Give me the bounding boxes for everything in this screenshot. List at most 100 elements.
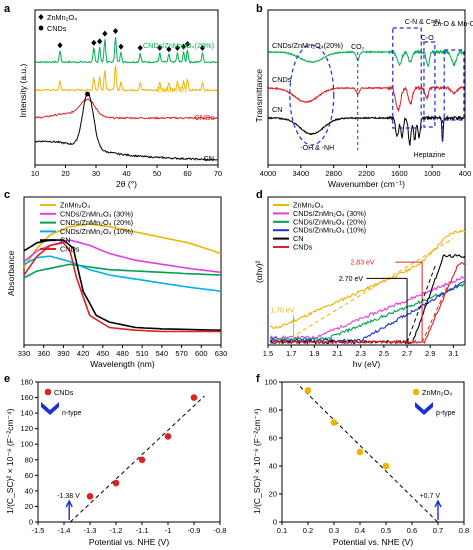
legend-label: CNDs: [54, 388, 74, 397]
series-label-composite: CNDs/ZnMn₂O₄(20%): [143, 41, 214, 50]
annotation-heptazine: Heptazine: [414, 152, 446, 159]
intercept-label: -1.38 V: [57, 493, 80, 500]
panel-label-b: b: [256, 3, 263, 15]
type-badge-label: n-type: [62, 410, 82, 417]
panel-label-c: c: [4, 189, 10, 201]
y-axis-label: Intensity (a.u.): [18, 63, 28, 117]
series-label-znmn2o4: ZnMn₂O₄: [157, 85, 187, 94]
data-point: [86, 493, 94, 500]
ftir-line-2: [268, 114, 465, 147]
x-tick-label: -0.8: [214, 526, 227, 535]
x-tick-label: 3.1: [448, 349, 458, 358]
legend-label-1: CNDs/ZnMn₂O₄ (30%): [293, 209, 366, 218]
legend-label-5: CNDs: [60, 245, 80, 254]
x-tick-label: 390: [57, 349, 70, 358]
xrd-peak-marker-znmn2o4: [118, 43, 124, 50]
legend-label-0: ZnMn₂O₄: [60, 201, 90, 210]
x-tick-label: 1.9: [309, 349, 319, 358]
x-tick-label: 510: [136, 349, 149, 358]
annotation-co2: CO₂: [351, 44, 365, 51]
tangent-cnds: [421, 285, 449, 343]
region-zn-o: [443, 49, 465, 121]
data-point: [304, 387, 312, 394]
xrd-line-znmno: [35, 65, 218, 92]
series-label-cnds: CNDs: [272, 75, 292, 84]
x-tick-label: 540: [156, 349, 169, 358]
x-axis-label: Potential vs. NHE (V): [333, 537, 413, 547]
x-tick-label: 360: [37, 349, 50, 358]
x-tick-label: 50: [153, 169, 161, 178]
x-tick-label: 0.7: [433, 526, 443, 535]
tauc-line-5: [270, 261, 466, 345]
x-tick-label: 2.1: [332, 349, 342, 358]
legend-label-4: CN: [60, 236, 71, 245]
x-tick-label: 20: [61, 169, 69, 178]
legend-label-5: CNDs: [293, 243, 313, 252]
data-point: [164, 433, 172, 440]
x-tick-label: 0.5: [381, 526, 391, 535]
tauc-line-1: [269, 275, 466, 340]
panel-label-a: a: [4, 3, 11, 15]
x-axis-label: hv (eV): [353, 359, 381, 369]
x-tick-label: 0.1: [277, 526, 287, 535]
type-chevron-icon: [41, 402, 59, 415]
annotation-zno: Zn-O & Mn-O: [433, 21, 473, 28]
xrd-peak-marker-znmn2o4: [184, 41, 191, 47]
xrd-peak-marker-znmn2o4: [57, 42, 63, 49]
x-tick-label: 30: [92, 169, 100, 178]
xrd-peak-marker-znmn2o4: [137, 44, 143, 51]
y-tick-label: 40: [25, 486, 33, 495]
xrd-peak-marker-znmn2o4: [157, 44, 163, 51]
data-point: [190, 394, 198, 401]
y-axis-label: Absorbance: [6, 250, 16, 296]
x-tick-label: -1.2: [110, 526, 123, 535]
y-tick-label: 100: [264, 378, 277, 387]
region-co: [423, 41, 436, 128]
x-tick-label: 4000: [260, 169, 277, 178]
ftir-line-0: [268, 49, 465, 68]
data-point: [382, 462, 390, 470]
x-tick-label: 2.5: [379, 349, 389, 358]
x-tick-label: 1.5: [263, 349, 273, 358]
panel-label-f: f: [256, 373, 260, 385]
x-tick-label: -1.4: [58, 526, 71, 535]
x-tick-label: 1600: [391, 169, 408, 178]
x-tick-label: 600: [195, 349, 208, 358]
annotation-170: 1.70 eV: [270, 307, 294, 314]
series-label-composite: CNDs/ZnMn₂O₄(20%): [272, 41, 343, 50]
x-tick-label: 0.8: [459, 526, 469, 535]
x-tick-label: 0.3: [329, 526, 339, 535]
type-chevron-icon: [415, 402, 433, 415]
plot-frame: [34, 9, 219, 166]
xrd-line-cndsznmno20: [35, 37, 218, 64]
x-tick-label: 1000: [424, 169, 441, 178]
region-cn: [392, 27, 422, 129]
xrd-peak-marker-znmn2o4: [199, 44, 206, 51]
annotation-cn: C-N & C=N: [405, 19, 440, 26]
x-tick-label: -1.1: [136, 526, 149, 535]
panel-label-e: e: [4, 373, 10, 385]
data-point: [330, 419, 338, 426]
tangent-cn: [406, 263, 437, 343]
y-axis-label: 1/(C_SC)² × 10⁻⁹ (F⁻²cm⁻⁴): [252, 408, 262, 514]
y-tick-label: 0: [273, 518, 277, 527]
data-point: [138, 456, 146, 464]
xrd-line-cn: [35, 92, 218, 162]
x-tick-label: -1: [165, 526, 172, 535]
xrd-peak-marker-znmn2o4: [97, 38, 103, 45]
legend-marker: [44, 388, 52, 396]
ftir-line-1: [268, 85, 465, 113]
x-axis-label: 2θ (°): [116, 179, 137, 189]
plot-frame: [37, 381, 221, 523]
x-tick-label: 570: [175, 349, 188, 358]
y-tick-label: 160: [20, 393, 33, 402]
y-tick-label: 60: [25, 471, 33, 480]
legend-marker-diamond: [38, 14, 44, 20]
fit-line: [69, 395, 205, 523]
legend-marker-circle: [38, 25, 44, 31]
data-point: [112, 479, 120, 487]
y-tick-label: 100: [20, 440, 33, 449]
x-tick-label: 60: [183, 169, 191, 178]
x-tick-label: 330: [18, 349, 31, 358]
y-tick-label: 180: [20, 378, 33, 387]
